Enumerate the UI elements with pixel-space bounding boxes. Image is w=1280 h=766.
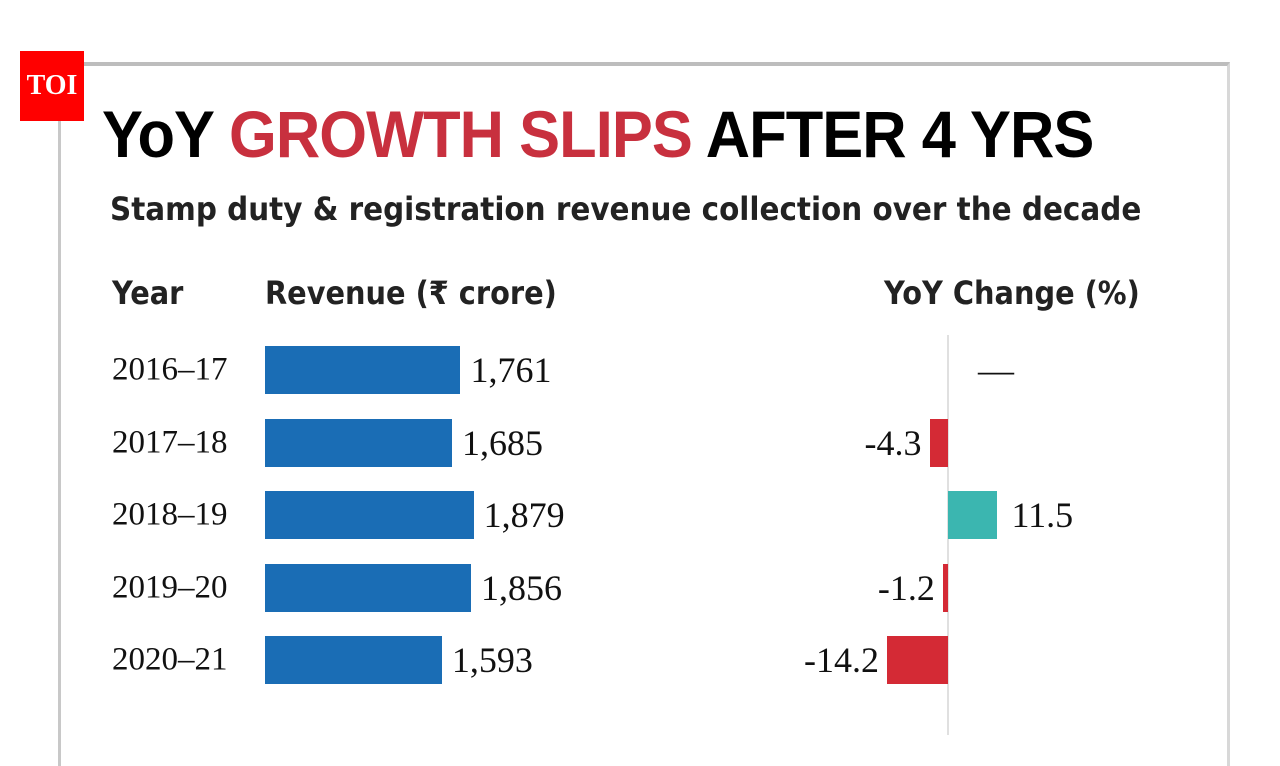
chart-subtitle: Stamp duty & registration revenue collec… xyxy=(110,190,1142,228)
yoy-value-label: -1.2 xyxy=(877,567,935,608)
yoy-value-label: — xyxy=(978,350,1014,390)
yoy-value-label: 11.5 xyxy=(1011,495,1074,535)
year-label: 2016–17 xyxy=(112,351,228,388)
infographic-card xyxy=(58,62,1230,766)
yoy-bar xyxy=(886,636,948,684)
year-label: 2019–20 xyxy=(112,569,228,605)
revenue-value-label: 1,761 xyxy=(470,350,552,390)
header-yoy: YoY Change (%) xyxy=(884,274,1140,312)
toi-logo: TOI xyxy=(20,51,84,121)
yoy-bar xyxy=(942,563,948,612)
yoy-bar xyxy=(948,491,998,539)
title-part-2: GROWTH SLIPS xyxy=(229,97,693,171)
year-label: 2018–19 xyxy=(112,496,228,533)
yoy-value-label: -4.3 xyxy=(864,422,922,463)
title-part-1: YoY xyxy=(102,97,214,171)
year-label: 2017–18 xyxy=(112,424,228,460)
revenue-bar xyxy=(265,346,461,394)
revenue-bar xyxy=(265,491,474,539)
yoy-bar xyxy=(929,418,948,467)
title-part-3: AFTER 4 YRS xyxy=(705,97,1095,171)
header-year: Year xyxy=(112,274,184,312)
revenue-bar xyxy=(265,418,453,467)
chart-title: YoY GROWTH SLIPS AFTER 4 YRS xyxy=(102,96,1095,172)
revenue-value-label: 1,685 xyxy=(462,422,544,463)
yoy-value-label: -14.2 xyxy=(803,640,879,680)
revenue-bar xyxy=(265,636,442,684)
revenue-bar xyxy=(265,563,472,612)
revenue-value-label: 1,593 xyxy=(451,640,533,680)
revenue-value-label: 1,856 xyxy=(481,567,563,608)
revenue-value-label: 1,879 xyxy=(483,495,565,535)
header-revenue: Revenue (₹ crore) xyxy=(265,274,557,312)
year-label: 2020–21 xyxy=(112,641,228,678)
